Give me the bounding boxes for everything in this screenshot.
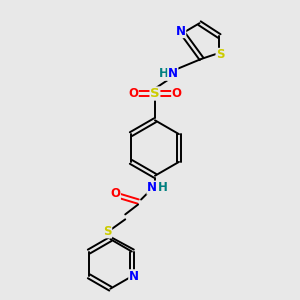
Text: N: N (147, 181, 157, 194)
Text: N: N (129, 270, 139, 283)
Text: S: S (150, 87, 160, 100)
Text: O: O (128, 87, 138, 100)
Text: S: S (103, 225, 112, 238)
Text: O: O (172, 87, 182, 100)
Text: N: N (176, 25, 186, 38)
Text: H: H (159, 67, 169, 80)
Text: O: O (110, 187, 120, 200)
Text: H: H (158, 181, 168, 194)
Text: S: S (216, 48, 225, 62)
Text: N: N (168, 67, 178, 80)
